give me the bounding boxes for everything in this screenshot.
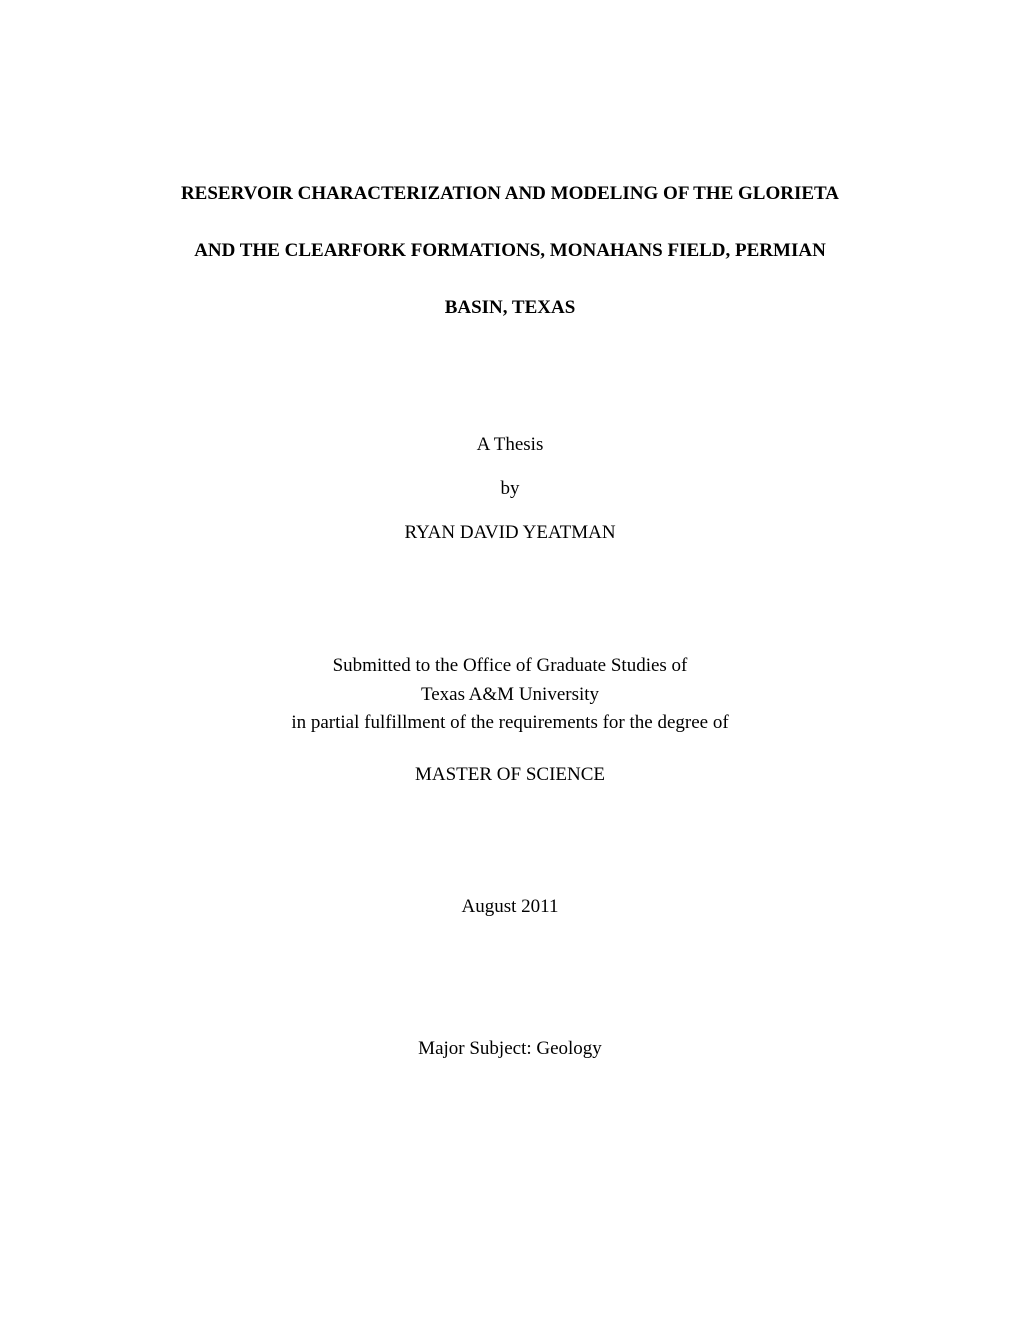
thesis-label: A Thesis [477, 426, 544, 464]
title-line-3: BASIN, TEXAS [181, 279, 839, 336]
thesis-title-block: RESERVOIR CHARACTERIZATION AND MODELING … [181, 165, 839, 336]
thesis-date: August 2011 [462, 896, 559, 918]
submission-block: Submitted to the Office of Graduate Stud… [291, 652, 728, 738]
title-line-2: AND THE CLEARFORK FORMATIONS, MONAHANS F… [181, 222, 839, 279]
submission-line-2: Texas A&M University [291, 681, 728, 710]
author-name: RYAN DAVID YEATMAN [404, 514, 615, 552]
by-label: by [501, 470, 520, 508]
major-subject: Major Subject: Geology [418, 1038, 602, 1060]
submission-line-1: Submitted to the Office of Graduate Stud… [291, 652, 728, 681]
submission-line-3: in partial fulfillment of the requiremen… [291, 709, 728, 738]
degree-name: MASTER OF SCIENCE [415, 764, 605, 786]
title-line-1: RESERVOIR CHARACTERIZATION AND MODELING … [181, 165, 839, 222]
